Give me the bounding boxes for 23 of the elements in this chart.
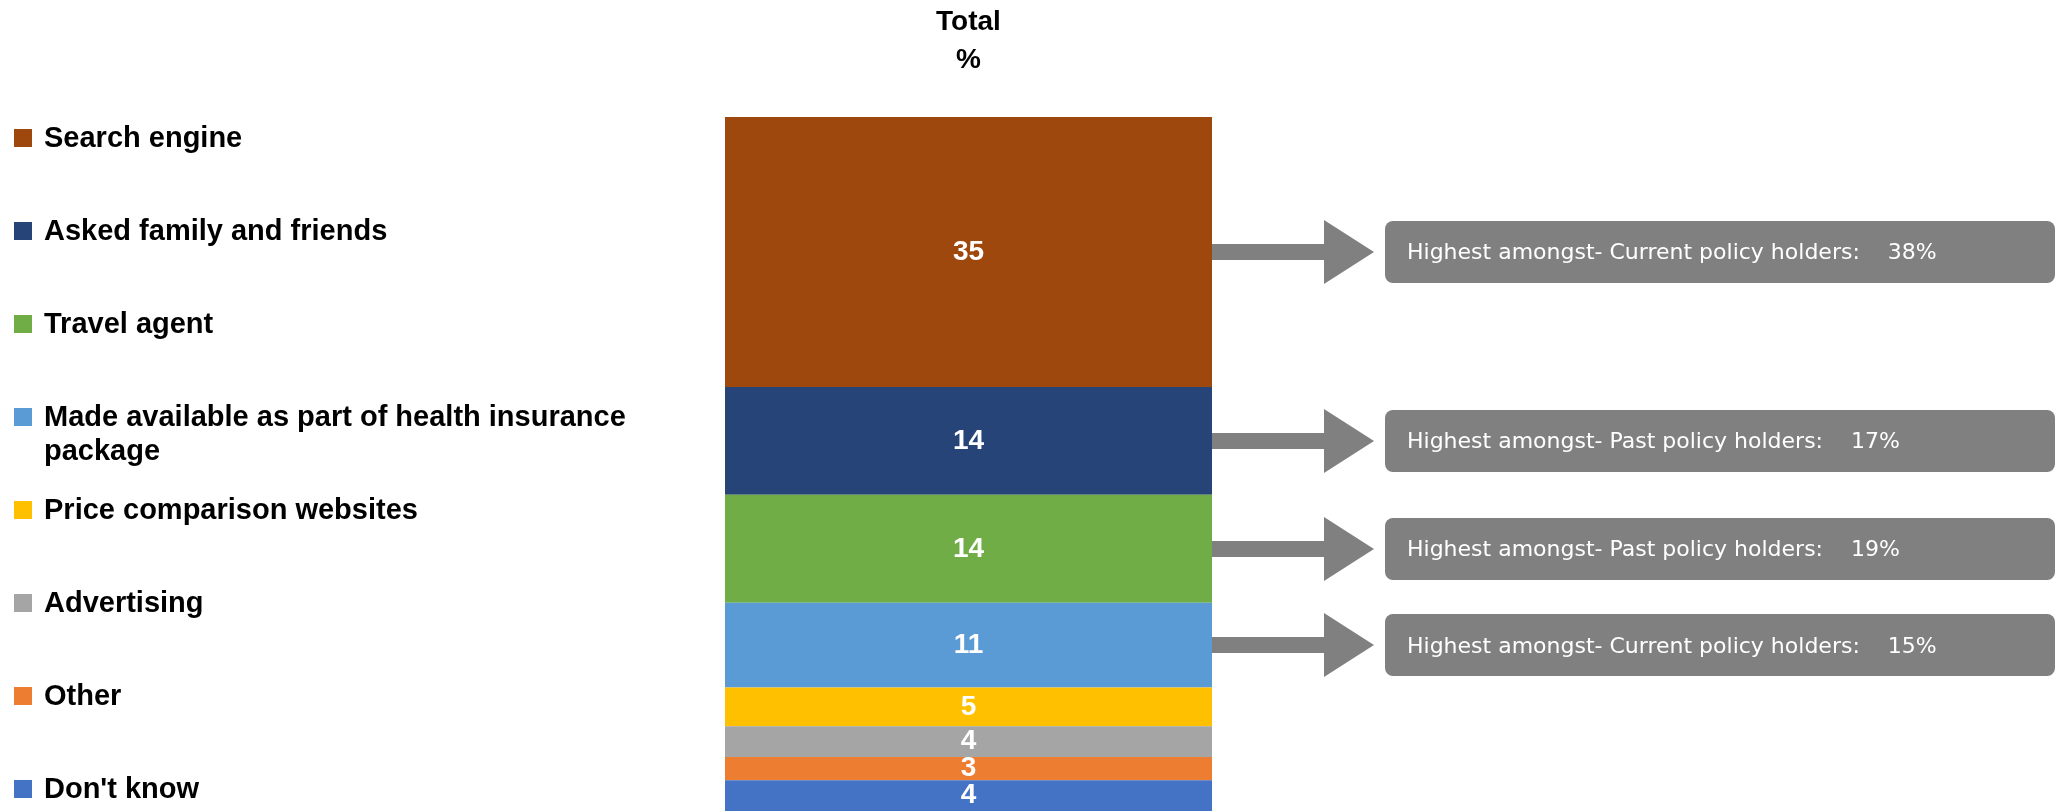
bar [725, 757, 1212, 781]
bar [725, 687, 1212, 727]
text: Highest amongst- Past policy holders: 19% [1385, 517, 2055, 580]
legend-label: Asked family and friends [44, 213, 389, 247]
bar [725, 726, 1212, 758]
data-label: 35 [952, 234, 985, 266]
text: Highest amongst- Past policy holders: 17% [1385, 409, 2055, 472]
data-label: 14 [952, 423, 985, 455]
text: Highest amongst- Current policy holders: 38% [1385, 220, 2055, 283]
bar [725, 117, 1212, 387]
legend-label: Don't know [44, 771, 201, 805]
chart-title: Total % [936, 5, 1001, 74]
data-label: 5 [960, 689, 977, 721]
bar [725, 780, 1212, 811]
legend-label: Other [44, 678, 123, 712]
legend-label: Price comparison websites [44, 492, 419, 526]
legend-label: Search engine [44, 120, 244, 154]
data-label: 14 [952, 531, 985, 563]
legend-label: Made available as part of health insurance package [44, 399, 627, 467]
legend-label: Advertising [44, 585, 205, 619]
data-label: 11 [953, 627, 984, 659]
legend-label: Travel agent [44, 306, 215, 340]
text: Highest amongst- Current policy holders: 15% [1385, 614, 2055, 677]
